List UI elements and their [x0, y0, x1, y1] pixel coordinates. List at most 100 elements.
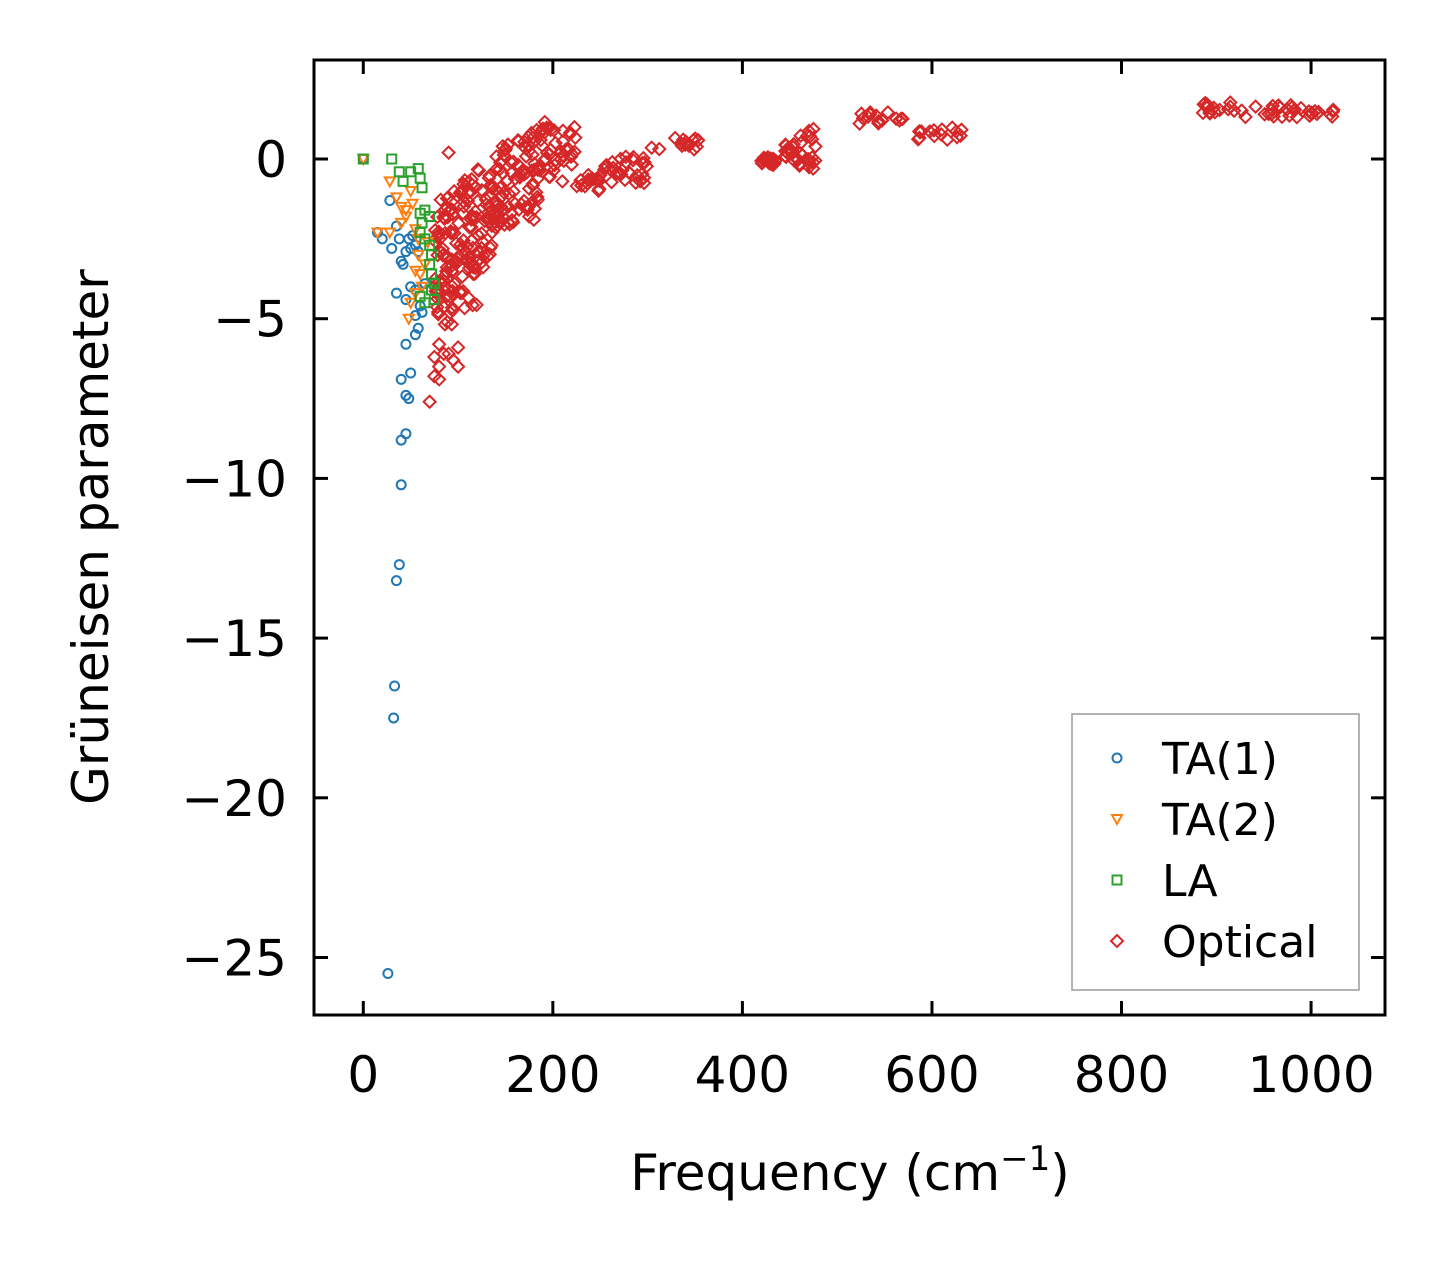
data-point: [397, 258, 409, 270]
optical-band-16: [1195, 95, 1250, 121]
optical-point: [792, 156, 807, 172]
data-point: [416, 182, 428, 194]
optical-point: [460, 193, 476, 209]
optical-point: [1202, 105, 1218, 121]
data-point: [405, 367, 417, 379]
legend-marker: [1109, 933, 1125, 949]
data-point: [395, 373, 407, 385]
legend-label: TA(2): [1161, 795, 1278, 846]
optical-point: [604, 154, 620, 170]
optical-point: [793, 135, 809, 151]
optical-point: [870, 115, 886, 131]
optical-point: [439, 288, 455, 304]
data-point: [357, 153, 369, 165]
optical-point: [911, 123, 927, 139]
optical-point: [495, 138, 511, 154]
data-point: [402, 313, 416, 326]
optical-point: [953, 128, 969, 144]
optical-band-14: [852, 104, 910, 131]
optical-band-13: [792, 121, 823, 176]
data-point: [395, 479, 407, 491]
optical-point: [1287, 102, 1303, 118]
data-point: [390, 575, 402, 587]
data-point: [424, 211, 436, 223]
optical-point: [501, 186, 517, 202]
optical-point: [548, 135, 563, 151]
optical-point: [444, 300, 460, 316]
x-tick-label: 800: [1074, 1046, 1169, 1104]
optical-point: [577, 178, 593, 194]
x-axis-label: Frequency (cm−1): [630, 1139, 1070, 1202]
data-point: [412, 322, 424, 334]
optical-point: [1212, 102, 1228, 118]
y-tick-label: −10: [181, 450, 287, 508]
optical-point: [521, 137, 536, 152]
optical-point: [590, 173, 605, 188]
optical-band-11: [753, 149, 783, 173]
optical-point: [454, 269, 470, 284]
data-point: [394, 201, 408, 214]
optical-point: [453, 237, 468, 252]
optical-point: [501, 215, 516, 230]
optical-point: [438, 267, 454, 283]
optical-point: [451, 215, 466, 231]
optical-point: [433, 192, 449, 208]
data-point: [389, 192, 404, 205]
data-point: [408, 224, 423, 237]
y-tick-label: −15: [181, 610, 287, 668]
data-point: [405, 198, 420, 211]
optical-point: [450, 340, 466, 355]
optical-point: [441, 346, 457, 362]
optical-point: [754, 155, 770, 171]
optical-point: [490, 217, 505, 233]
data-point: [403, 185, 418, 199]
optical-point: [435, 241, 451, 257]
optical-point: [444, 252, 460, 268]
optical-band-7: [553, 119, 583, 173]
x-axis-label-close: ): [1050, 1144, 1070, 1202]
optical-point: [526, 212, 542, 228]
optical-band-12: [777, 136, 806, 169]
optical-point: [635, 150, 651, 166]
x-axis-label-superscript: −1: [1000, 1139, 1050, 1179]
optical-point: [516, 163, 532, 179]
legend-entry: TA(1): [1111, 734, 1278, 785]
legend-marker: [1110, 814, 1124, 827]
optical-point: [1270, 98, 1286, 113]
optical-point: [880, 104, 896, 120]
optical-point: [591, 181, 607, 197]
data-point: [393, 166, 405, 178]
acoustic-series: [356, 153, 440, 979]
optical-point: [1248, 99, 1263, 115]
x-axis-label-main: Frequency (cm: [630, 1144, 1000, 1202]
optical-point: [478, 192, 494, 208]
optical-point: [609, 164, 625, 180]
legend-label: LA: [1162, 856, 1218, 907]
plot-frame: [312, 58, 1387, 1017]
axis-ticks: [314, 60, 1385, 1015]
optical-point: [636, 170, 652, 186]
optical-point: [475, 259, 491, 275]
optical-point: [461, 256, 477, 272]
data-point: [428, 278, 440, 290]
optical-band-18: [1286, 100, 1341, 125]
optical-point: [1238, 109, 1253, 125]
optical-band-9: [597, 149, 655, 191]
data-point: [415, 281, 429, 294]
optical-point: [507, 171, 523, 187]
data-point: [408, 288, 423, 301]
optical-point: [483, 177, 499, 193]
y-tick-label: 0: [255, 131, 287, 189]
data-point: [383, 176, 397, 189]
data-point: [389, 680, 401, 692]
optical-point: [1226, 103, 1242, 119]
optical-point: [512, 169, 528, 185]
optical-point: [933, 127, 949, 142]
data-point: [403, 393, 415, 405]
optical-point: [602, 161, 618, 177]
optical-band-6: [532, 114, 564, 185]
optical-point: [895, 111, 910, 127]
optical-point: [778, 143, 793, 159]
optical-point: [450, 359, 466, 375]
